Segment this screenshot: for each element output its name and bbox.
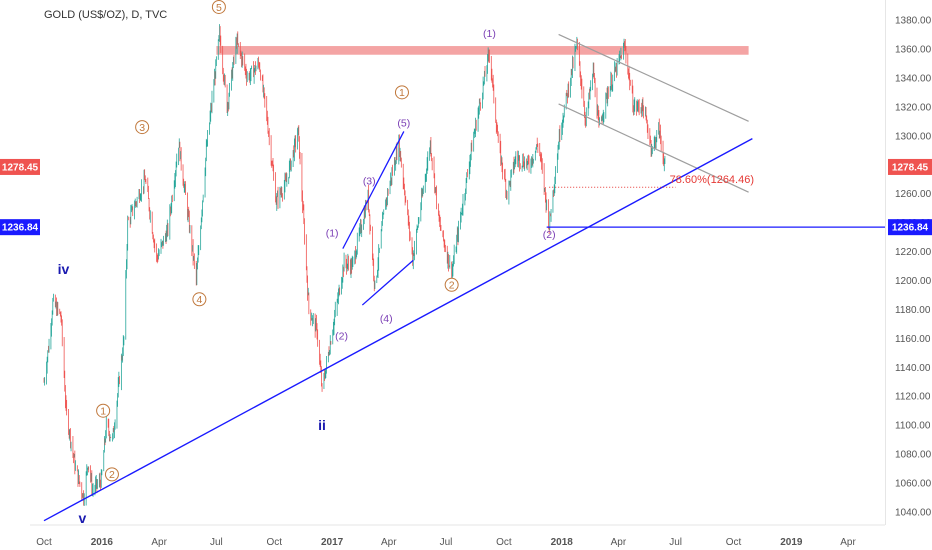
x-tick-label: Jul [669, 537, 682, 548]
wave-label-circle [96, 403, 111, 418]
x-tick-label: Apr [840, 537, 856, 548]
x-tick-label: Oct [36, 537, 52, 548]
wave-label: 4 [196, 294, 202, 306]
wave-label: 2 [449, 280, 455, 292]
wave-label-circle [211, 0, 226, 14]
y-tick-label: 1320.00 [895, 102, 932, 113]
x-tick-label: Apr [381, 537, 397, 548]
current-price-tag-left-bg [0, 158, 40, 175]
channel-line-1 [558, 33, 749, 122]
wave-label: iv [58, 261, 70, 277]
support-price-tag-right-bg [888, 219, 932, 236]
wave-label-circle [444, 277, 459, 292]
y-tick-label: 1080.00 [895, 450, 932, 461]
y-tick-label: 1260.00 [895, 189, 932, 200]
channel-line-2 [558, 103, 749, 193]
y-tick-label: 1340.00 [895, 73, 932, 84]
x-tick-label: 2019 [780, 537, 803, 548]
y-tick-label: 1300.00 [895, 131, 932, 142]
wave-label: v [78, 510, 86, 526]
wave-label: (4) [380, 313, 393, 325]
y-tick-label: 1100.00 [895, 421, 931, 432]
y-tick-label: 1200.00 [895, 276, 932, 287]
wave-label: 1 [100, 406, 106, 418]
wave-label-circle [394, 85, 409, 100]
wave-label: 5 [216, 2, 222, 14]
wave-label: (1) [326, 228, 339, 240]
wave-label: (2) [335, 330, 348, 342]
x-tick-label: Oct [496, 537, 512, 548]
chart-title: GOLD (US$/OZ), D, TVC [44, 9, 168, 21]
wave-label: 3 [139, 122, 145, 134]
wave-label: (2) [543, 229, 556, 241]
fib-level-label: 78.60%(1264.46) [670, 174, 754, 186]
wave-trendline-1 [342, 131, 405, 249]
wave-label-circle [135, 120, 150, 135]
x-tick-label: Jul [210, 537, 223, 548]
wave-trendline-2 [361, 259, 414, 306]
support-price-tag-left-bg [0, 219, 40, 236]
wave-label-circle [192, 292, 207, 307]
wave-label: (1) [483, 28, 496, 40]
y-tick-label: 1380.00 [895, 16, 932, 27]
x-tick-label: 2018 [551, 537, 574, 548]
y-tick-label: 1160.00 [895, 334, 931, 345]
wave-label: (5) [397, 118, 410, 130]
wave-label: ii [318, 417, 326, 433]
x-tick-label: 2016 [91, 537, 114, 548]
x-tick-label: Apr [611, 537, 627, 548]
support-price-tag-right: 1236.84 [892, 223, 929, 234]
y-tick-label: 1120.00 [895, 392, 931, 403]
current-price-tag-left: 1278.45 [2, 162, 39, 173]
y-tick-label: 1060.00 [895, 479, 932, 490]
resistance-zone [216, 46, 749, 55]
wave-label: 2 [109, 469, 115, 481]
wave-label: (3) [363, 176, 376, 188]
y-tick-label: 1360.00 [895, 44, 932, 55]
current-price-tag-right-bg [888, 158, 932, 175]
y-tick-label: 1220.00 [895, 247, 932, 258]
x-tick-label: 2017 [321, 537, 344, 548]
current-price-tag-right: 1278.45 [892, 162, 929, 173]
y-tick-label: 1140.00 [895, 363, 931, 374]
wave-label: 1 [399, 87, 405, 99]
x-tick-label: Apr [151, 537, 167, 548]
y-tick-label: 1040.00 [895, 508, 932, 519]
y-tick-label: 1180.00 [895, 305, 931, 316]
x-tick-label: Oct [266, 537, 282, 548]
x-tick-label: Jul [440, 537, 453, 548]
support-price-tag-left: 1236.84 [2, 223, 39, 234]
x-tick-label: Oct [726, 537, 742, 548]
wave-label-circle [104, 467, 119, 482]
major-trendline [43, 138, 753, 522]
